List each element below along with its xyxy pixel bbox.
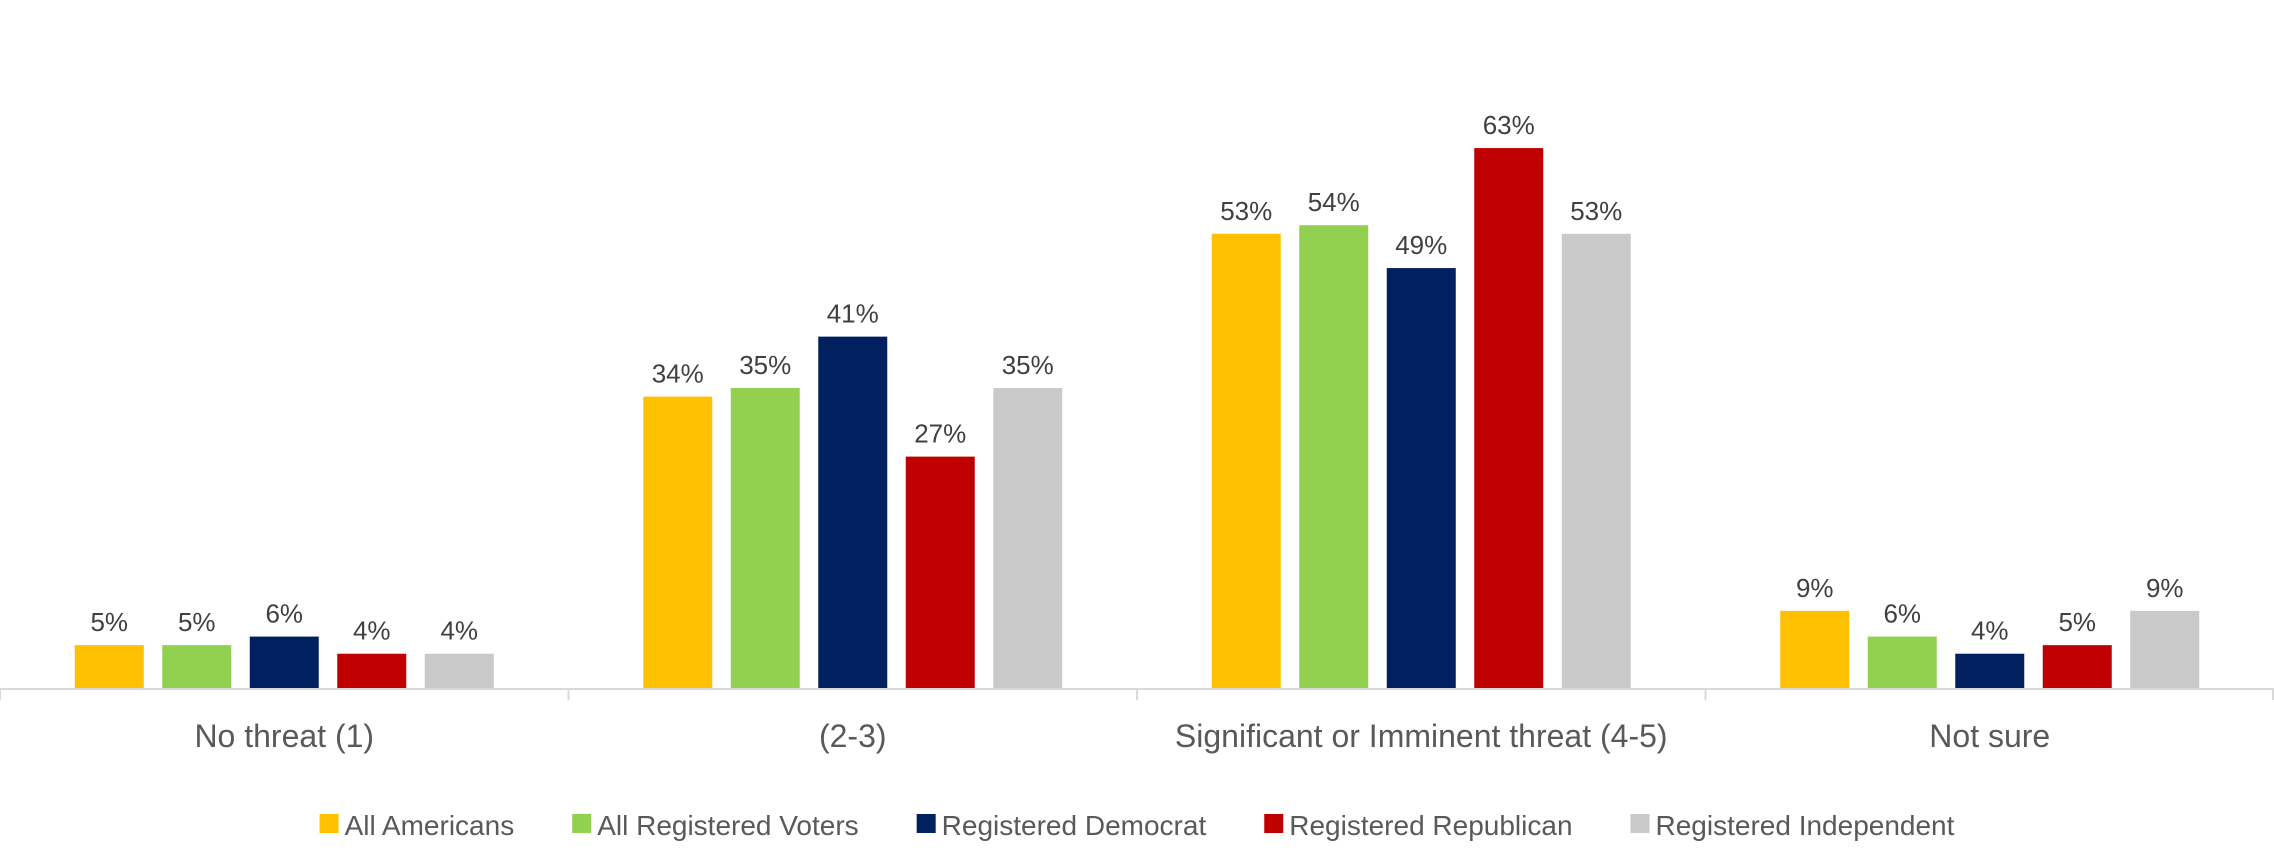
data-label: 5% [178, 607, 216, 637]
bar-all-americans-not-sure [1780, 610, 1850, 688]
bar-registered-independent-significant-or-imminent-threat-4-5 [1561, 233, 1631, 689]
bar-registered-republican-no-threat-1 [337, 653, 407, 688]
bar-all-registered-voters-2-3 [730, 388, 800, 688]
legend-swatch-registered-independent [1630, 814, 1650, 833]
category-labels: No threat (1) (2-3) Significant or Imminen… [194, 718, 2050, 754]
bar-all-americans-2-3 [643, 396, 713, 688]
bar-registered-republican-2-3 [905, 456, 975, 688]
bar-all-registered-voters-significant-or-imminent-threat-4-5 [1299, 225, 1369, 688]
legend-label: Registered Republican [1289, 810, 1572, 841]
data-label: 35% [739, 350, 791, 380]
legend-swatch-registered-democrat [916, 814, 936, 833]
legend: All Americans All Registered Voters Regist… [319, 810, 1955, 841]
data-label: 6% [1883, 599, 1921, 629]
bar-registered-democrat-no-threat-1 [249, 636, 319, 688]
category-label: Not sure [1929, 718, 2050, 754]
bar-registered-independent-no-threat-1 [424, 653, 494, 688]
legend-swatch-registered-republican [1264, 814, 1284, 833]
data-label: 63% [1483, 110, 1535, 140]
data-label: 4% [353, 616, 391, 646]
data-label: 41% [827, 299, 879, 329]
data-label: 9% [1796, 573, 1834, 603]
bar-registered-independent-2-3 [993, 388, 1063, 688]
bar-all-americans-significant-or-imminent-threat-4-5 [1211, 233, 1281, 689]
data-label: 4% [1971, 616, 2009, 646]
data-label: 5% [90, 607, 128, 637]
data-label: 6% [265, 599, 303, 629]
x-axis-ticks [0, 689, 2274, 700]
data-label: 53% [1220, 196, 1272, 226]
legend-label: All Registered Voters [597, 810, 858, 841]
category-label: (2-3) [819, 718, 887, 754]
data-label: 54% [1308, 187, 1360, 217]
bar-all-registered-voters-no-threat-1 [162, 645, 232, 688]
legend-label: Registered Independent [1656, 810, 1955, 841]
data-label: 4% [440, 616, 478, 646]
data-label: 5% [2058, 607, 2096, 637]
data-label: 27% [914, 419, 966, 449]
bars-group [74, 148, 2200, 689]
legend-label: Registered Democrat [942, 810, 1207, 841]
bar-all-americans-no-threat-1 [74, 645, 144, 688]
bar-all-registered-voters-not-sure [1867, 636, 1937, 688]
data-label: 53% [1570, 196, 1622, 226]
bar-registered-democrat-2-3 [818, 336, 888, 688]
category-label: Significant or Imminent threat (4-5) [1175, 718, 1668, 754]
data-label: 49% [1395, 230, 1447, 260]
data-label: 34% [652, 359, 704, 389]
bar-registered-independent-not-sure [2130, 610, 2200, 688]
bar-registered-republican-not-sure [2042, 645, 2112, 688]
legend-swatch-all-americans [319, 814, 339, 833]
bar-registered-republican-significant-or-imminent-threat-4-5 [1474, 148, 1544, 689]
value-labels-group: 5% 5% 6% 4% 4% 34% 35% 41% 27% 35% 53% 54% 49% 63% 53%… [90, 110, 2183, 646]
bar-registered-democrat-significant-or-imminent-threat-4-5 [1386, 268, 1456, 688]
bar-registered-democrat-not-sure [1955, 653, 2025, 688]
data-label: 9% [2146, 573, 2184, 603]
data-label: 35% [1002, 350, 1054, 380]
legend-label: All Americans [345, 810, 515, 841]
category-label: No threat (1) [194, 718, 374, 754]
legend-swatch-all-registered-voters [572, 814, 592, 833]
